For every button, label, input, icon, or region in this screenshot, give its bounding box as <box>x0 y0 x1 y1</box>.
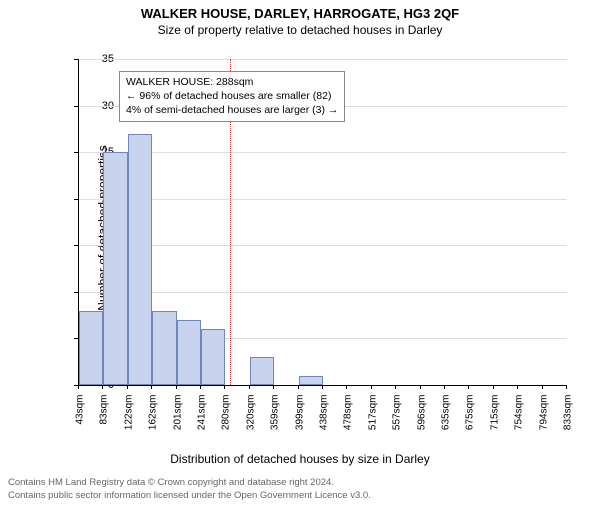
chart-title: WALKER HOUSE, DARLEY, HARROGATE, HG3 2QF <box>0 6 600 21</box>
x-tick-label: 43sqm <box>75 395 86 445</box>
chart-subtitle: Size of property relative to detached ho… <box>0 23 600 37</box>
footer-line1: Contains HM Land Registry data © Crown c… <box>8 477 592 489</box>
x-tick-label: 754sqm <box>514 395 525 445</box>
grid-line <box>79 292 567 293</box>
grid-line <box>79 59 567 60</box>
x-tick-label: 596sqm <box>416 395 427 445</box>
annotation-line1: WALKER HOUSE: 288sqm <box>126 75 338 89</box>
x-tick-label: 635sqm <box>441 395 452 445</box>
footer-credits: Contains HM Land Registry data © Crown c… <box>8 477 592 502</box>
x-tick-label: 517sqm <box>367 395 378 445</box>
x-tick-label: 359sqm <box>270 395 281 445</box>
x-tick-label: 675sqm <box>465 395 476 445</box>
x-tick-label: 162sqm <box>148 395 159 445</box>
histogram-bar <box>152 311 176 386</box>
histogram-bar <box>177 320 201 385</box>
x-tick-label: 478sqm <box>343 395 354 445</box>
x-axis-label: Distribution of detached houses by size … <box>0 452 600 466</box>
grid-line <box>79 199 567 200</box>
x-tick-label: 399sqm <box>294 395 305 445</box>
x-tick-label: 833sqm <box>563 395 574 445</box>
x-tick-label: 794sqm <box>538 395 549 445</box>
chart-container: Number of detached properties 0510152025… <box>50 51 580 431</box>
grid-line <box>79 245 567 246</box>
grid-line <box>79 152 567 153</box>
x-tick-label: 280sqm <box>221 395 232 445</box>
histogram-bar <box>250 357 274 385</box>
histogram-bar <box>128 134 152 385</box>
x-tick-label: 438sqm <box>319 395 330 445</box>
x-tick-label: 320sqm <box>245 395 256 445</box>
x-tick-label: 122sqm <box>123 395 134 445</box>
x-tick-label: 83sqm <box>99 395 110 445</box>
histogram-bar <box>103 152 127 385</box>
histogram-bar <box>299 376 323 385</box>
x-tick-label: 557sqm <box>392 395 403 445</box>
histogram-bar <box>201 329 225 385</box>
plot-area: WALKER HOUSE: 288sqm ← 96% of detached h… <box>78 59 567 386</box>
x-tick-label: 715sqm <box>489 395 500 445</box>
x-tick-label: 201sqm <box>172 395 183 445</box>
annotation-box: WALKER HOUSE: 288sqm ← 96% of detached h… <box>119 71 345 122</box>
annotation-line3: 4% of semi-detached houses are larger (3… <box>126 103 338 117</box>
annotation-line2: ← 96% of detached houses are smaller (82… <box>126 89 338 103</box>
footer-line2: Contains public sector information licen… <box>8 490 592 502</box>
histogram-bar <box>79 311 103 386</box>
x-tick-label: 241sqm <box>197 395 208 445</box>
